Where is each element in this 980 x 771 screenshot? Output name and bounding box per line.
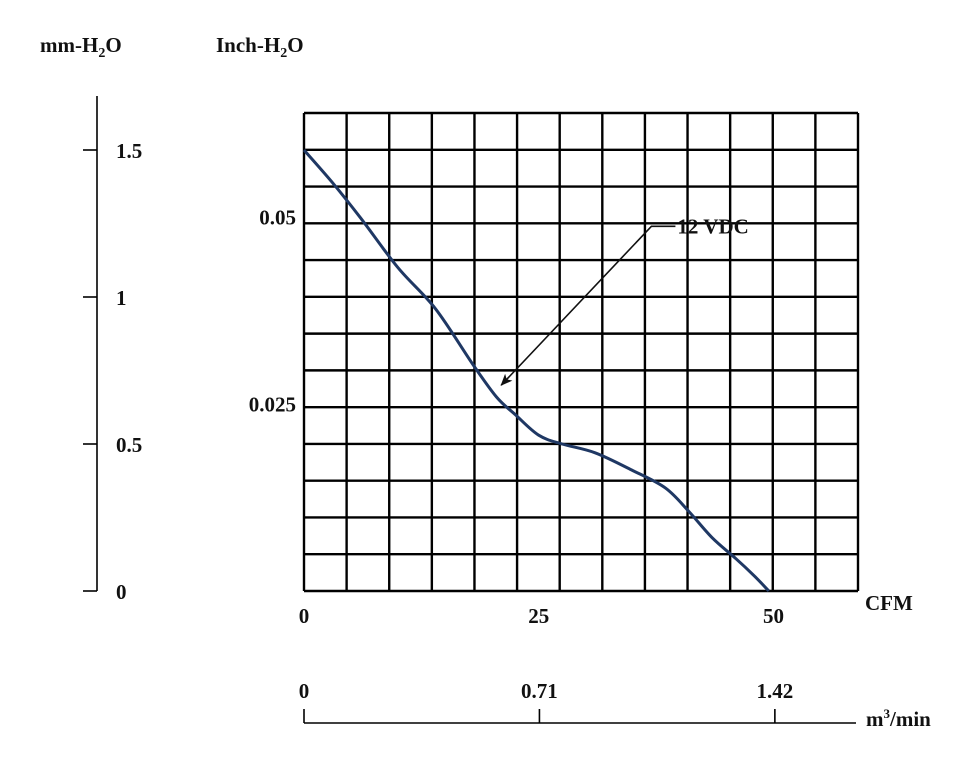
inch-h2o-axis-title: Inch-H2O — [216, 33, 304, 61]
m3-min-axis-title: m3/min — [866, 706, 931, 731]
annotation-12vdc: 12 VDC — [500, 214, 749, 386]
mm-tick-label: 0.5 — [116, 433, 142, 457]
cfm-tick-label: 25 — [528, 604, 549, 628]
cfm-tick-label: 0 — [299, 604, 310, 628]
series-line-12vdc — [302, 149, 770, 593]
plot-grid — [302, 111, 860, 593]
inch-tick-label: 0.05 — [259, 206, 296, 230]
m3-min-axis: 0 0.71 1.42 — [299, 679, 856, 724]
annotation-label: 12 VDC — [677, 214, 748, 238]
mm-tick-label: 1 — [116, 286, 127, 310]
inch-tick-label: 0.025 — [249, 392, 296, 416]
mm-h2o-axis: 0 0.5 1 1.5 — [83, 96, 142, 604]
inch-h2o-axis: 0.025 0.05 — [249, 206, 296, 417]
cfm-axis: 0 25 50 — [299, 604, 784, 628]
mm-tick-label: 1.5 — [116, 139, 142, 163]
mm-h2o-axis-title: mm-H2O — [40, 33, 122, 61]
m3-tick-label: 0 — [299, 679, 310, 703]
m3-tick-label: 0.71 — [521, 679, 558, 703]
m3-tick-label: 1.42 — [756, 679, 793, 703]
annotation-arrow — [500, 225, 676, 386]
cfm-axis-title: CFM — [865, 591, 913, 615]
mm-tick-label: 0 — [116, 580, 127, 604]
cfm-tick-label: 50 — [763, 604, 784, 628]
